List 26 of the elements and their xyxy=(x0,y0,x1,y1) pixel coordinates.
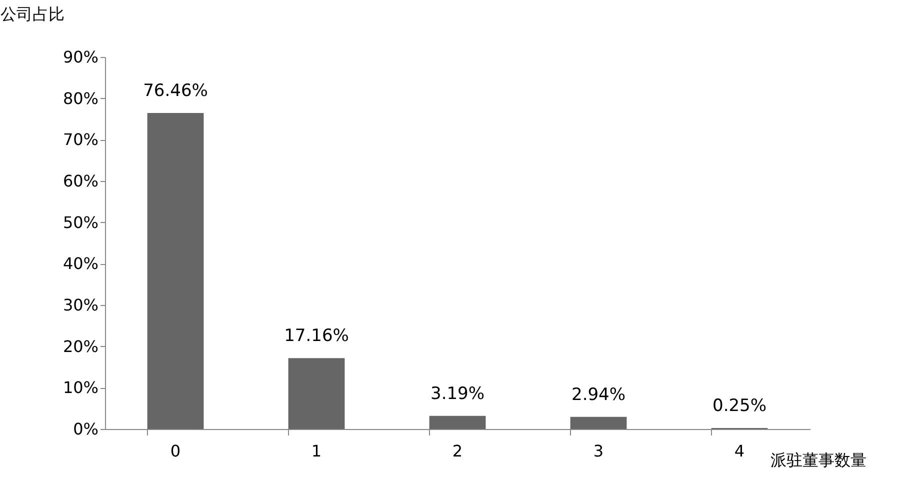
y-tick-label: 50% xyxy=(62,212,98,232)
x-tick-label: 4 xyxy=(734,442,745,460)
y-tick-label: 0% xyxy=(73,420,98,438)
y-tick-label: 70% xyxy=(62,130,98,150)
y-axis-title: 公司占比 xyxy=(0,4,64,24)
bar xyxy=(429,416,486,429)
x-tick-label: 1 xyxy=(311,442,322,460)
data-label: 0.25% xyxy=(712,396,767,416)
y-tick-label: 60% xyxy=(62,172,98,190)
x-tick-label: 2 xyxy=(452,442,463,460)
x-tick-label: 3 xyxy=(593,442,604,460)
data-label: 17.16% xyxy=(284,326,349,346)
y-tick-label: 10% xyxy=(62,378,98,398)
bar xyxy=(570,416,627,429)
data-label: 2.94% xyxy=(571,384,626,405)
x-tick-label: 0 xyxy=(170,442,181,460)
y-tick-label: 20% xyxy=(62,336,98,356)
bar xyxy=(147,112,204,429)
x-axis-title: 派驻董事数量 xyxy=(770,450,866,470)
data-label: 76.46% xyxy=(143,80,208,101)
bar xyxy=(288,358,345,429)
data-label: 3.19% xyxy=(430,384,485,404)
y-tick-label: 80% xyxy=(62,88,98,108)
y-tick-label: 30% xyxy=(62,296,98,314)
y-tick-label: 40% xyxy=(62,254,98,274)
y-tick-label: 90% xyxy=(62,48,98,66)
